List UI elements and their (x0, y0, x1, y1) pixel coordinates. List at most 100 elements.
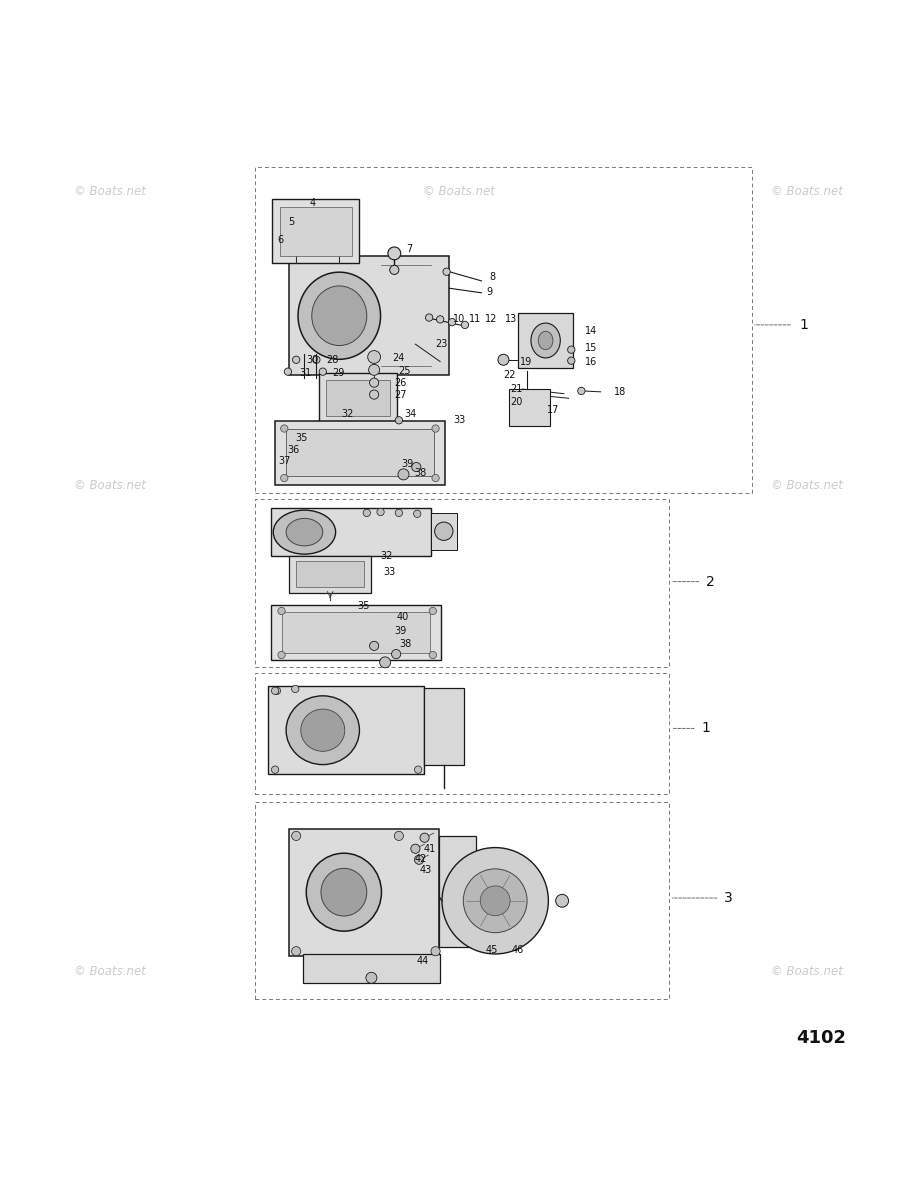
Circle shape (443, 268, 450, 275)
Circle shape (292, 832, 301, 840)
Text: © Boats.net: © Boats.net (423, 186, 494, 198)
Text: © Boats.net: © Boats.net (771, 479, 843, 492)
FancyBboxPatch shape (289, 256, 449, 376)
Text: © Boats.net: © Boats.net (74, 186, 146, 198)
Text: 24: 24 (392, 353, 404, 362)
FancyBboxPatch shape (439, 836, 476, 947)
Text: 12: 12 (485, 314, 497, 324)
Circle shape (414, 856, 424, 864)
Ellipse shape (538, 331, 553, 349)
Text: 39: 39 (402, 460, 414, 469)
Text: 3: 3 (724, 892, 734, 905)
Text: 37: 37 (278, 456, 290, 466)
FancyBboxPatch shape (424, 688, 464, 766)
Text: 1: 1 (702, 721, 711, 736)
Circle shape (271, 688, 279, 695)
Text: 6: 6 (277, 235, 283, 245)
Text: © Boats.net: © Boats.net (74, 479, 146, 492)
Text: 10: 10 (453, 314, 465, 324)
Text: 28: 28 (326, 355, 338, 365)
Text: 35: 35 (358, 600, 370, 611)
Circle shape (377, 509, 384, 516)
Circle shape (293, 356, 300, 364)
Text: 32: 32 (381, 551, 392, 560)
Circle shape (273, 688, 281, 695)
Circle shape (463, 869, 527, 932)
Text: 14: 14 (585, 326, 597, 336)
Circle shape (568, 356, 575, 365)
Circle shape (435, 522, 453, 540)
Text: 38: 38 (414, 468, 426, 479)
Circle shape (414, 510, 421, 517)
Text: 21: 21 (510, 384, 522, 394)
Text: 40: 40 (396, 612, 408, 623)
Circle shape (395, 416, 403, 424)
Circle shape (432, 474, 439, 481)
Circle shape (392, 649, 401, 659)
Circle shape (284, 368, 292, 376)
FancyBboxPatch shape (272, 199, 359, 264)
Text: 34: 34 (404, 409, 416, 419)
Circle shape (556, 894, 569, 907)
FancyBboxPatch shape (275, 421, 445, 485)
Text: 9: 9 (486, 287, 492, 296)
Text: 13: 13 (505, 314, 517, 324)
Text: 41: 41 (424, 844, 436, 853)
Text: © Boats.net: © Boats.net (771, 186, 843, 198)
Text: 46: 46 (512, 946, 524, 955)
Text: 27: 27 (394, 390, 407, 400)
FancyBboxPatch shape (509, 389, 550, 426)
Circle shape (432, 425, 439, 432)
Circle shape (412, 462, 421, 472)
Circle shape (420, 833, 429, 842)
Ellipse shape (298, 272, 381, 359)
FancyBboxPatch shape (296, 562, 364, 587)
Circle shape (429, 652, 436, 659)
Circle shape (414, 766, 422, 773)
FancyBboxPatch shape (303, 954, 440, 983)
Text: 2: 2 (706, 575, 715, 589)
Circle shape (461, 322, 469, 329)
FancyBboxPatch shape (326, 380, 390, 415)
Circle shape (394, 832, 403, 840)
Ellipse shape (286, 518, 323, 546)
Ellipse shape (531, 323, 560, 358)
FancyBboxPatch shape (271, 605, 441, 660)
Circle shape (313, 356, 320, 364)
Circle shape (370, 390, 379, 400)
Text: 30: 30 (306, 355, 318, 365)
FancyBboxPatch shape (268, 686, 424, 774)
Circle shape (292, 947, 301, 955)
Circle shape (380, 656, 391, 668)
Text: 18: 18 (613, 386, 625, 397)
Text: © Boats.net: © Boats.net (771, 965, 843, 978)
FancyBboxPatch shape (289, 556, 371, 593)
Circle shape (442, 847, 548, 954)
Text: 5: 5 (288, 217, 294, 227)
Circle shape (281, 474, 288, 481)
Ellipse shape (286, 696, 359, 764)
Text: 35: 35 (295, 433, 307, 443)
FancyBboxPatch shape (289, 828, 439, 955)
Circle shape (369, 365, 380, 376)
Ellipse shape (312, 286, 367, 346)
Text: 39: 39 (394, 626, 406, 636)
Ellipse shape (306, 853, 381, 931)
Circle shape (431, 947, 440, 955)
Circle shape (436, 316, 444, 323)
Text: 43: 43 (420, 864, 432, 875)
Circle shape (398, 469, 409, 480)
Circle shape (370, 378, 379, 388)
Circle shape (363, 509, 370, 516)
Text: 11: 11 (469, 314, 481, 324)
Ellipse shape (321, 869, 367, 916)
Circle shape (292, 685, 299, 692)
Circle shape (568, 346, 575, 353)
Circle shape (498, 354, 509, 365)
Text: 44: 44 (416, 956, 428, 966)
Text: 31: 31 (299, 367, 311, 378)
FancyBboxPatch shape (518, 313, 573, 368)
Circle shape (278, 652, 285, 659)
Text: 26: 26 (394, 378, 406, 388)
Circle shape (271, 766, 279, 773)
